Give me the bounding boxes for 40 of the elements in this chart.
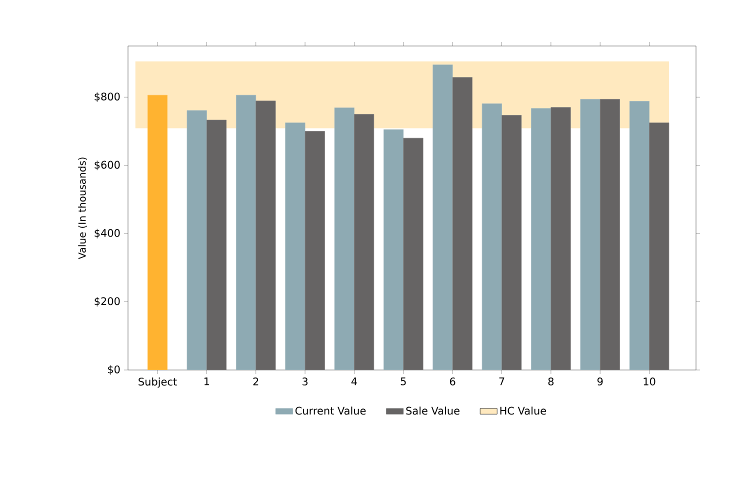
bar	[236, 94, 256, 370]
bar	[502, 115, 522, 370]
bar	[334, 108, 354, 370]
x-tick-label: 3	[302, 378, 308, 386]
bar	[354, 114, 374, 370]
x-tick-label: 1	[204, 378, 210, 386]
x-tick-label: Subject	[138, 378, 177, 388]
x-tick-label: 4	[351, 378, 357, 386]
x-tick-label: 7	[499, 378, 504, 386]
x-tick-label: 10	[644, 378, 656, 386]
y-tick-label: $600	[94, 160, 120, 170]
x-tick-label: 9	[597, 378, 603, 386]
legend-label: Sale Value	[406, 406, 460, 415]
x-tick-label: 8	[548, 378, 554, 386]
y-axis-title: Value (In thousands)	[78, 158, 88, 260]
bar	[452, 77, 472, 370]
bar	[403, 138, 424, 370]
x-tick-label: 5	[400, 378, 406, 386]
bar	[649, 122, 670, 370]
bar	[482, 103, 502, 370]
y-tick-label: $800	[94, 92, 120, 102]
bar	[285, 122, 306, 370]
bar	[600, 99, 620, 370]
bar	[580, 99, 600, 370]
y-tick-label: $200	[94, 297, 120, 307]
y-tick-label: $400	[94, 228, 120, 238]
bar	[531, 108, 552, 370]
bar	[384, 129, 404, 370]
x-tick-label: 2	[253, 378, 258, 386]
bar	[304, 131, 325, 370]
bar	[629, 101, 650, 370]
bar	[206, 120, 227, 370]
y-tick-label: $0	[108, 365, 120, 375]
bar	[186, 110, 207, 370]
bar	[256, 100, 276, 370]
legend-label: HC Value	[500, 406, 546, 415]
x-tick-label: 6	[450, 378, 456, 386]
bar	[550, 107, 571, 370]
bar	[432, 64, 453, 370]
legend-label: Current Value	[295, 406, 366, 415]
